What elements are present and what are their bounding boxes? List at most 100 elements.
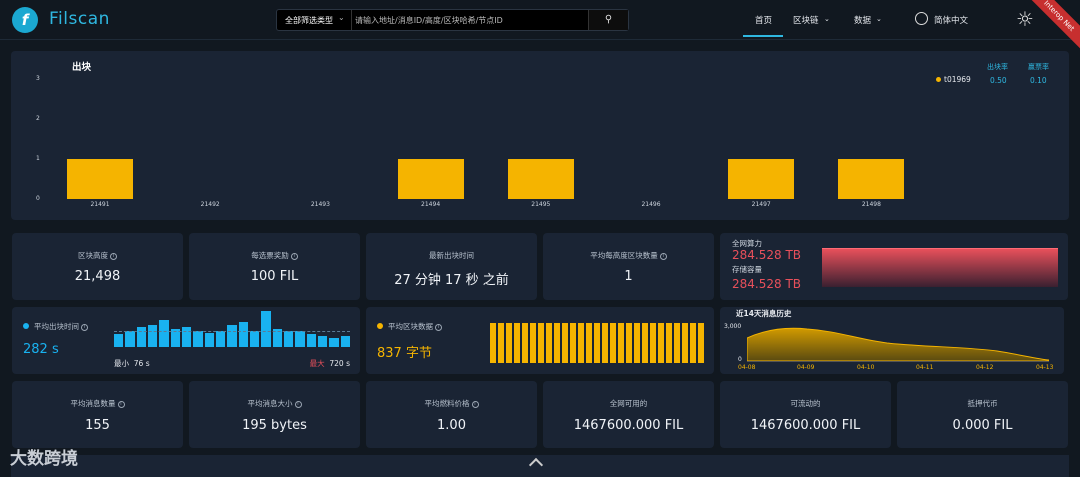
x-tick-label: 21493 [310, 201, 330, 208]
block-size-mini-chart [490, 323, 704, 363]
search-button[interactable]: ⚲ [588, 10, 628, 30]
mini-bar [204, 332, 214, 347]
mini-bar [329, 338, 339, 347]
stat-value: 1467600.000 FIL [573, 418, 684, 433]
stat-card-avg-message-size: 平均消息大小 i 195 bytes [189, 381, 360, 448]
min-label: 最小 [114, 359, 129, 368]
mini-bar [625, 323, 633, 363]
mini-bar [125, 330, 135, 347]
legend-win-rate-value: 0.10 [1030, 76, 1047, 85]
mini-bar [306, 334, 316, 347]
filscan-logo-icon[interactable]: f [12, 7, 38, 33]
mini-bar [689, 323, 696, 363]
mini-bar [681, 323, 689, 363]
legend-dot [936, 77, 941, 82]
mini-bar [585, 323, 593, 363]
stat-label: 最新出块时间 [429, 251, 474, 260]
network-power-card: 全网算力 284.528 TB 存储容量 284.528 TB [720, 233, 1068, 300]
chart-bar[interactable] [728, 159, 795, 199]
info-icon[interactable]: i [294, 401, 302, 408]
message-history-title: 近14天消息历史 [736, 309, 792, 318]
info-icon[interactable]: i [435, 324, 442, 331]
theme-toggle-sun-icon[interactable]: ☼ [1016, 7, 1034, 31]
stat-card-reward: 每选票奖励 i 100 FIL [189, 233, 360, 300]
search-filter-select[interactable]: 全部筛选类型 [285, 16, 333, 25]
legend-miner-id[interactable]: t01969 [944, 75, 971, 84]
legend-header-block-rate: 出块率 [987, 63, 1008, 71]
x-tick: 04-12 [976, 364, 994, 371]
mini-bar [497, 323, 505, 363]
y-tick-label: 1 [36, 155, 40, 162]
mini-bar [601, 323, 609, 363]
footer-bar [11, 455, 1069, 477]
stat-card-avg-blocks: 平均每高度区块数量 i 1 [543, 233, 714, 300]
mini-bar [505, 323, 513, 363]
stat-card-block-height: 区块高度 i 21,498 [12, 233, 183, 300]
mini-bar [537, 323, 545, 363]
mini-bar [318, 336, 328, 347]
avg-block-size-card: 平均区块数据 i 837 字节 [366, 307, 714, 374]
mini-bar [609, 323, 617, 363]
nav-blockchain[interactable]: 区块链 [793, 16, 819, 26]
stat-value: 1 [624, 269, 633, 284]
chart-bar[interactable] [397, 159, 464, 199]
y-tick-label: 0 [36, 195, 40, 202]
x-tick-label: 21498 [861, 201, 881, 208]
mini-bar [521, 323, 529, 363]
chevron-down-icon[interactable]: ⌄ [824, 15, 830, 23]
stat-card-avg-gas-price: 平均燃料价格 i 1.00 [366, 381, 537, 448]
chart-bar[interactable] [507, 159, 574, 199]
series-dot-icon [377, 323, 383, 329]
y-tick-label: 3 [36, 75, 40, 82]
mini-bar [340, 336, 350, 347]
brand-name[interactable]: Filscan [49, 9, 110, 29]
info-icon[interactable]: i [110, 253, 117, 260]
stat-value: 1.00 [437, 418, 466, 433]
mini-bar [665, 323, 673, 363]
language-select[interactable]: 简体中文 [934, 16, 969, 26]
chart-title: 出块 [72, 62, 92, 73]
power-value: 284.528 TB [732, 248, 801, 262]
info-icon[interactable]: i [471, 401, 479, 408]
power-label: 全网算力 [732, 239, 762, 248]
watermark: 大数跨境 [10, 449, 78, 469]
message-history-area-chart [747, 327, 1049, 361]
stat-label: 可流动的 [790, 399, 821, 408]
mini-bar [114, 334, 124, 347]
mini-bar [170, 329, 180, 347]
info-icon[interactable]: i [81, 324, 88, 331]
chart-bar[interactable] [838, 159, 905, 199]
average-line [114, 331, 350, 332]
mini-bar [649, 323, 657, 363]
chevron-down-icon[interactable]: ⌄ [876, 15, 882, 23]
chevron-down-icon[interactable]: ⌄ [338, 13, 345, 22]
stat-value: 21,498 [74, 269, 121, 284]
avg-block-time-label: 平均出块时间 [34, 322, 79, 331]
info-icon[interactable]: i [659, 253, 667, 260]
series-dot-icon [23, 323, 29, 329]
mini-bar [553, 323, 561, 363]
mini-bar [577, 323, 585, 363]
mini-bar [657, 323, 665, 363]
search-bar: 全部筛选类型 ⌄ ⚲ [276, 9, 629, 31]
mini-bar [673, 323, 681, 363]
x-tick-label: 21497 [751, 201, 771, 208]
x-tick-label: 21496 [641, 201, 661, 208]
search-icon: ⚲ [604, 14, 613, 25]
y-axis-max: 3,000 [724, 323, 742, 330]
mini-bar [216, 330, 226, 347]
mini-bar [641, 323, 649, 363]
nav-home[interactable]: 首页 [755, 16, 773, 26]
search-input[interactable] [355, 12, 585, 28]
globe-icon[interactable] [915, 12, 928, 25]
mini-bar [545, 323, 553, 363]
mini-bar [193, 330, 203, 347]
x-axis-line [747, 361, 1049, 362]
info-icon[interactable]: i [117, 401, 125, 408]
info-icon[interactable]: i [290, 253, 298, 260]
mini-bar [697, 323, 704, 363]
mini-bar [633, 323, 641, 363]
nav-data[interactable]: 数据 [854, 16, 872, 26]
mini-bar [617, 323, 625, 363]
chart-bar[interactable] [67, 159, 133, 199]
